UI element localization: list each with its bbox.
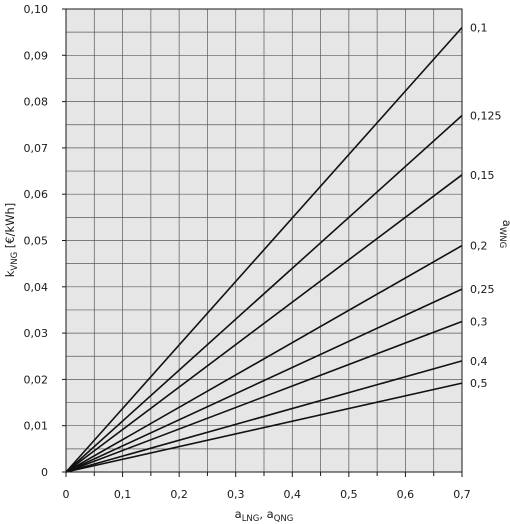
series-label-7: 0,5: [470, 377, 488, 390]
series-label-4: 0,25: [470, 283, 495, 296]
ticks: 0 0,1 0,2 0,3 0,4 0,5 0,6 0,7 0 0,01 0,02 0,03 0,04 0…: [24, 3, 471, 501]
y-tick-label: 0,07: [24, 142, 49, 155]
series-line-3: [65, 244, 463, 473]
series-label-0: 0,1: [470, 22, 488, 35]
series-line-0: [65, 26, 463, 473]
x-tick-label: 0,5: [340, 488, 358, 501]
series-label-2: 0,15: [470, 169, 495, 182]
x-tick-label: 0,7: [453, 488, 471, 501]
y-tick-label: 0,02: [24, 373, 49, 386]
grid: [66, 9, 462, 472]
y-tick-label: 0,01: [24, 420, 49, 433]
y-tick-label: 0,08: [24, 96, 49, 109]
series-labels: 0,1 0,125 0,15 0,2 0,25 0,3 0,4 0,5: [470, 22, 502, 391]
series-line-2: [65, 174, 463, 473]
series-line-4: [65, 288, 463, 473]
y-tick-label: 0,05: [24, 235, 49, 248]
y-axis-title: kVNG [€/kWh]: [3, 203, 20, 278]
x-tick-label: 0,2: [170, 488, 188, 501]
x-tick-label: 0,4: [284, 488, 302, 501]
y-tick-label: 0,10: [24, 3, 49, 16]
series-line-5: [65, 320, 463, 473]
series-lines: [65, 26, 463, 473]
y-tick-label: 0,04: [24, 281, 49, 294]
y-tick-label: 0,03: [24, 327, 49, 340]
y-tick-label: 0,09: [24, 49, 49, 62]
y-tick-label: 0,06: [24, 188, 49, 201]
x-tick-label: 0,6: [397, 488, 415, 501]
x-tick-label: 0,1: [114, 488, 132, 501]
series-label-5: 0,3: [470, 316, 488, 329]
x-axis-title: aLNG, aQNG: [235, 507, 294, 524]
x-tick-label: 0,3: [227, 488, 245, 501]
x-tick-label: 0: [63, 488, 70, 501]
series-line-7: [65, 382, 463, 473]
y-tick-label: 0: [41, 466, 48, 479]
series-label-3: 0,2: [470, 240, 488, 253]
series-label-6: 0,4: [470, 355, 488, 368]
series-label-1: 0,125: [470, 109, 502, 122]
series-line-1: [65, 114, 463, 473]
series-line-6: [65, 360, 463, 473]
legend-title: aWNG: [497, 220, 510, 248]
